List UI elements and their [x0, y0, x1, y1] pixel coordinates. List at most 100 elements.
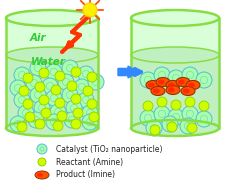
Circle shape — [34, 100, 50, 116]
Circle shape — [146, 120, 162, 136]
Circle shape — [71, 119, 81, 129]
Circle shape — [143, 101, 153, 111]
Circle shape — [67, 81, 77, 91]
Ellipse shape — [131, 47, 219, 63]
Circle shape — [26, 75, 42, 91]
Circle shape — [71, 94, 81, 104]
Polygon shape — [6, 55, 98, 128]
Circle shape — [140, 110, 156, 126]
Text: Catalyst (TiO₂ nanoparticle): Catalyst (TiO₂ nanoparticle) — [56, 145, 163, 153]
Circle shape — [168, 109, 184, 125]
Ellipse shape — [166, 85, 180, 94]
Circle shape — [185, 97, 195, 107]
Circle shape — [74, 79, 90, 95]
Circle shape — [50, 104, 66, 120]
Ellipse shape — [151, 87, 165, 95]
Circle shape — [89, 112, 99, 122]
Circle shape — [30, 87, 46, 103]
Ellipse shape — [178, 80, 185, 84]
Circle shape — [78, 92, 94, 108]
Circle shape — [14, 67, 30, 83]
Ellipse shape — [6, 47, 98, 63]
Circle shape — [157, 97, 167, 107]
Circle shape — [71, 67, 81, 77]
Ellipse shape — [168, 83, 175, 88]
Polygon shape — [6, 18, 98, 55]
Circle shape — [150, 125, 160, 135]
Circle shape — [83, 86, 93, 96]
Circle shape — [46, 114, 62, 130]
Ellipse shape — [6, 10, 98, 26]
Circle shape — [182, 67, 198, 83]
Text: Reactant (Amine): Reactant (Amine) — [56, 157, 123, 167]
Circle shape — [55, 98, 65, 108]
Circle shape — [53, 121, 63, 131]
Ellipse shape — [188, 83, 195, 88]
Circle shape — [19, 86, 29, 96]
Circle shape — [46, 90, 62, 106]
Circle shape — [162, 116, 178, 132]
Polygon shape — [131, 55, 219, 128]
Circle shape — [25, 112, 35, 122]
Ellipse shape — [176, 77, 190, 87]
Circle shape — [196, 111, 212, 127]
Circle shape — [62, 87, 78, 103]
Text: Water: Water — [31, 57, 65, 67]
FancyArrow shape — [118, 66, 138, 78]
Circle shape — [64, 112, 80, 128]
Circle shape — [14, 92, 30, 108]
Circle shape — [168, 70, 184, 86]
Ellipse shape — [146, 81, 160, 90]
Circle shape — [167, 122, 177, 132]
Circle shape — [78, 66, 94, 82]
Ellipse shape — [6, 120, 98, 136]
Ellipse shape — [131, 10, 219, 26]
Circle shape — [140, 72, 156, 88]
Circle shape — [38, 158, 46, 166]
Ellipse shape — [168, 88, 175, 92]
Ellipse shape — [153, 88, 160, 94]
Circle shape — [82, 105, 98, 121]
Ellipse shape — [156, 77, 170, 87]
Circle shape — [28, 112, 44, 128]
Circle shape — [57, 111, 67, 121]
Circle shape — [23, 73, 33, 83]
Ellipse shape — [166, 81, 180, 90]
Circle shape — [39, 68, 49, 78]
Circle shape — [30, 60, 46, 76]
Circle shape — [180, 118, 196, 134]
Circle shape — [62, 60, 78, 76]
Ellipse shape — [131, 120, 219, 136]
Text: Air: Air — [30, 33, 46, 43]
Circle shape — [55, 71, 65, 81]
Circle shape — [10, 116, 26, 132]
Circle shape — [58, 74, 74, 90]
Circle shape — [154, 106, 170, 122]
Circle shape — [187, 123, 197, 133]
Circle shape — [18, 105, 34, 121]
Circle shape — [82, 114, 98, 130]
Circle shape — [35, 82, 45, 92]
Circle shape — [182, 106, 198, 122]
Circle shape — [199, 101, 209, 111]
Circle shape — [37, 144, 47, 154]
Ellipse shape — [148, 83, 155, 88]
Ellipse shape — [183, 88, 190, 94]
Ellipse shape — [158, 80, 165, 84]
Circle shape — [17, 122, 27, 132]
Circle shape — [10, 80, 26, 96]
Circle shape — [87, 99, 97, 109]
Circle shape — [87, 72, 97, 82]
Ellipse shape — [181, 87, 195, 95]
Text: Product (Imine): Product (Imine) — [56, 170, 115, 180]
Circle shape — [196, 72, 212, 88]
Circle shape — [46, 64, 62, 80]
Circle shape — [73, 108, 83, 118]
Circle shape — [41, 108, 51, 118]
Circle shape — [39, 95, 49, 105]
Circle shape — [42, 78, 58, 94]
Circle shape — [88, 74, 104, 90]
Circle shape — [154, 67, 170, 83]
Circle shape — [83, 3, 97, 17]
Ellipse shape — [37, 173, 43, 177]
